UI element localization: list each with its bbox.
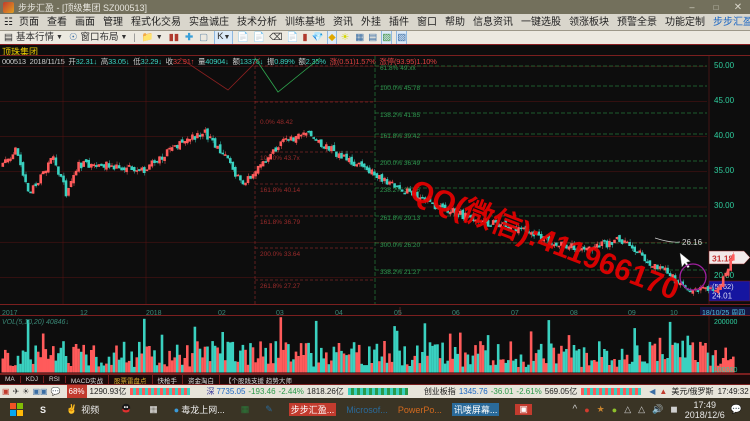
svg-text:261.8% 27.27: 261.8% 27.27 (260, 283, 301, 290)
svg-text:18/10/25 周四: 18/10/25 周四 (702, 309, 745, 316)
svg-text:40.00: 40.00 (714, 131, 735, 140)
svg-text:100.0% 45.78: 100.0% 45.78 (380, 85, 421, 92)
svg-text:50.00: 50.00 (714, 61, 735, 70)
svg-text:VOL(5,10,20) 40846↓: VOL(5,10,20) 40846↓ (2, 319, 69, 326)
svg-text:200.0% 36.49: 200.0% 36.49 (380, 160, 421, 167)
svg-text:200000: 200000 (714, 319, 737, 326)
svg-text:100000: 100000 (714, 367, 737, 374)
svg-text:161.8% 39.42: 161.8% 39.42 (380, 133, 421, 140)
svg-text:24.01: 24.01 (712, 292, 733, 301)
svg-text:0.0% 48.42: 0.0% 48.42 (260, 119, 293, 126)
svg-text:300.0% 26.20: 300.0% 26.20 (380, 242, 421, 249)
svg-text:338.2% 21.27: 338.2% 21.27 (380, 269, 421, 276)
svg-text:200.0% 33.64: 200.0% 33.64 (260, 251, 301, 258)
svg-text:QQ(微信):411966170: QQ(微信):411966170 (405, 174, 683, 304)
svg-text:261.8% 29.13: 261.8% 29.13 (380, 215, 421, 222)
svg-text:45.00: 45.00 (714, 96, 735, 105)
svg-text:35.00: 35.00 (714, 166, 735, 175)
svg-text:161.8% 36.79: 161.8% 36.79 (260, 219, 301, 226)
svg-text:138.2% 41.85: 138.2% 41.85 (380, 112, 421, 119)
svg-text:30.00: 30.00 (714, 201, 735, 210)
svg-text:26.16: 26.16 (682, 238, 703, 247)
svg-text:61.8% 49.xx: 61.8% 49.xx (380, 65, 417, 72)
svg-text:161.8% 40.14: 161.8% 40.14 (260, 187, 301, 194)
